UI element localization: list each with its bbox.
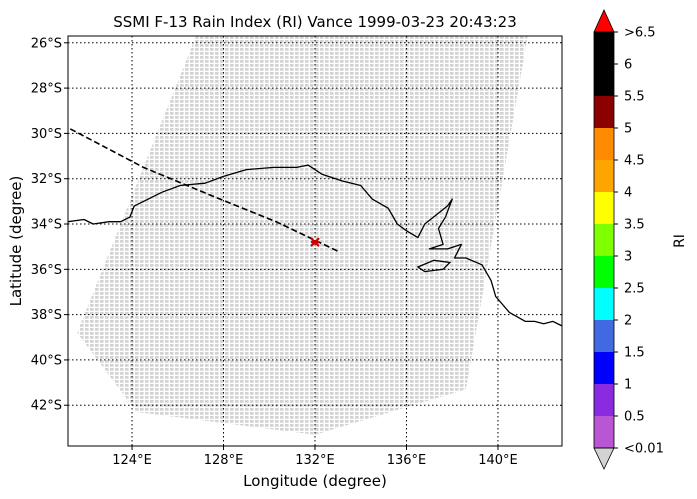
swath-footprint: [77, 36, 528, 435]
colorbar: <0.01 0.5 1 1.5 2 2.5 3 3.5 4 4.5 5 5.5 6 >6.5: [593, 9, 664, 470]
y-tick-label: 30°S: [31, 127, 62, 142]
colorbar-label: RI: [672, 234, 688, 248]
coastline-layer: [68, 164, 562, 327]
plot-area: [68, 36, 562, 446]
y-tick-label: 26°S: [31, 36, 62, 51]
y-tick-label: 38°S: [31, 308, 62, 323]
colorbar-segment: [594, 384, 614, 416]
colorbar-tick-label: 4.5: [624, 154, 645, 169]
x-tick-label: 128°E: [204, 453, 244, 468]
colorbar-tick-label: 2: [624, 314, 632, 329]
chart-title: SSMI F-13 Rain Index (RI) Vance 1999-03-…: [113, 13, 517, 31]
colorbar-tick-label: 1.5: [624, 346, 645, 361]
colorbar-tick-label: 1: [624, 378, 632, 393]
x-axis-ticks: 124°E 128°E 132°E 136°E 140°E: [112, 446, 518, 468]
colorbar-tick-label: 5: [624, 122, 632, 137]
colorbar-tick-label: 0.5: [624, 410, 645, 425]
colorbar-tick-label: 5.5: [624, 90, 645, 105]
y-tick-label: 40°S: [31, 353, 62, 368]
colorbar-segment: [594, 224, 614, 256]
y-tick-label: 36°S: [31, 263, 62, 278]
y-tick-label: 32°S: [31, 172, 62, 187]
colorbar-frame: [593, 31, 615, 449]
colorbar-segment: [594, 352, 614, 384]
colorbar-tick-label: 3.5: [624, 218, 645, 233]
colorbar-tick-label: 2.5: [624, 282, 645, 297]
x-axis-label: Longitude (degree): [243, 472, 387, 490]
y-tick-label: 28°S: [31, 82, 62, 97]
track-layer: [69, 128, 339, 252]
y-axis-ticks: 26°S 28°S 30°S 32°S 34°S 36°S 38°S 40°S 42°S: [31, 36, 68, 414]
colorbar-tick-label: >6.5: [624, 26, 656, 41]
x-tick-label: 140°E: [478, 453, 518, 468]
colorbar-segment: [594, 128, 614, 160]
x-tick-label: 132°E: [295, 453, 335, 468]
colorbar-tick-label: <0.01: [624, 442, 664, 457]
swath-layer: [77, 36, 528, 435]
x-tick-label: 124°E: [112, 453, 152, 468]
colorbar-segment: [594, 320, 614, 352]
colorbar-segment: [594, 416, 614, 448]
colorbar-segment: [594, 288, 614, 320]
colorbar-segment: [594, 192, 614, 224]
colorbar-segment: [594, 32, 614, 64]
storm-center-marker: [310, 237, 320, 247]
y-tick-label: 34°S: [31, 218, 62, 233]
coastline: [68, 164, 562, 327]
x-tick-label: 136°E: [387, 453, 427, 468]
colorbar-tick-label: 4: [624, 186, 632, 201]
colorbar-segment: [594, 160, 614, 192]
storm-track: [69, 128, 339, 252]
colorbar-segment: [594, 64, 614, 96]
colorbar-tick-label: 3: [624, 250, 632, 265]
colorbar-tick-label: 6: [624, 58, 632, 73]
y-tick-label: 42°S: [31, 399, 62, 414]
colorbar-segment: [594, 256, 614, 288]
y-axis-label: Latitude (degree): [7, 176, 25, 307]
island-outline: [416, 259, 452, 273]
colorbar-segment: [594, 96, 614, 128]
